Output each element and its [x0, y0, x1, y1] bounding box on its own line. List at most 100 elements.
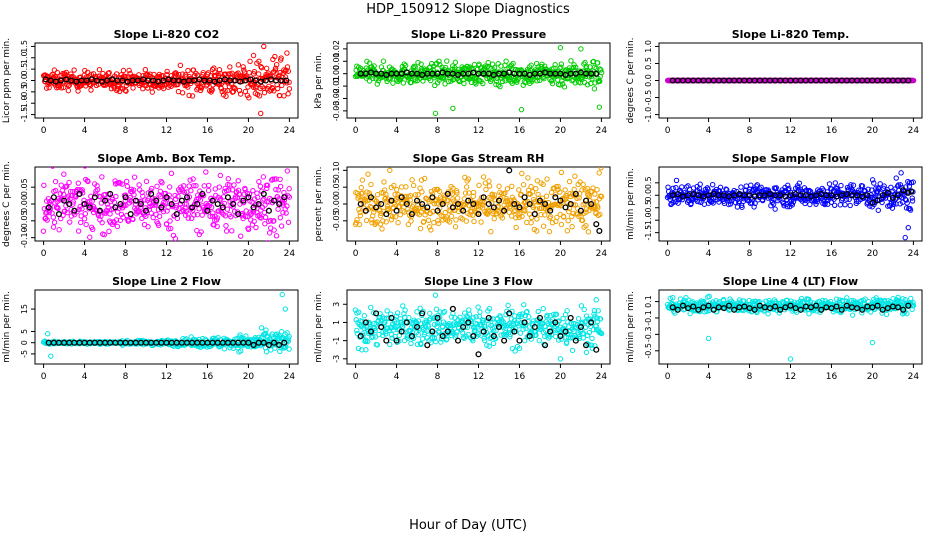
slope-point: [149, 185, 155, 192]
hourly-point: [403, 200, 410, 208]
x-tick-label: 20: [555, 249, 567, 259]
slope-point: [217, 172, 224, 179]
slope-point: [552, 191, 559, 197]
hourly-point: [367, 194, 375, 201]
y-tick-label: 0.5: [644, 176, 653, 189]
slope-point: [417, 305, 423, 312]
slope-point: [772, 206, 778, 212]
slope-point: [286, 86, 293, 92]
slope-point: [389, 213, 396, 220]
slope-point: [480, 174, 487, 180]
slope-point: [504, 186, 511, 192]
slope-point: [598, 193, 605, 200]
slope-point: [473, 81, 479, 87]
slope-point: [168, 225, 174, 232]
slope-point: [274, 85, 281, 92]
slope-point: [209, 87, 215, 93]
hourly-point: [281, 194, 288, 201]
slope-point: [491, 215, 497, 222]
slope-point: [427, 77, 434, 84]
hourly-point: [470, 200, 477, 208]
slope-point: [431, 186, 438, 193]
slope-point: [282, 68, 288, 74]
slope-point: [150, 214, 156, 221]
slope-point: [868, 187, 875, 193]
slope-point: [66, 82, 72, 89]
slope-point: [568, 67, 574, 74]
slope-point: [499, 78, 506, 85]
slope-point: [41, 182, 47, 189]
slope-point: [221, 346, 228, 352]
hourly-point: [398, 328, 405, 335]
hourly-point: [577, 323, 584, 331]
slope-point: [284, 50, 290, 56]
slope-point: [223, 93, 229, 99]
slope-point: [528, 62, 534, 68]
slope-point: [434, 200, 440, 206]
scatter-points: [40, 167, 293, 241]
slope-point: [538, 211, 544, 218]
slope-point: [582, 73, 589, 80]
slope-point: [99, 219, 105, 226]
y-tick-label: -0.05: [332, 210, 341, 231]
slope-point: [512, 325, 519, 332]
hourly-point: [283, 77, 290, 84]
slope-point: [546, 228, 553, 235]
y-tick-label: 1.0: [644, 40, 653, 53]
slope-point: [79, 190, 86, 196]
x-tick-label: 12: [473, 126, 484, 136]
hourly-point: [674, 190, 681, 198]
slope-point: [136, 182, 142, 188]
x-tick-label: 0: [353, 372, 359, 382]
slope-point: [580, 319, 586, 325]
hourly-point: [521, 194, 528, 201]
slope-point: [285, 219, 292, 225]
y-tick-label: -5: [20, 350, 29, 358]
slope-point: [428, 227, 434, 233]
slope-point: [408, 324, 414, 331]
slope-point: [572, 80, 578, 86]
slope-point: [186, 92, 192, 99]
slope-point: [271, 227, 277, 233]
hourly-point: [255, 200, 262, 208]
panel-title: Slope Amb. Box Temp.: [97, 152, 235, 165]
x-tick-label: 0: [665, 126, 671, 136]
slope-point: [186, 183, 192, 189]
hourly-point: [158, 204, 165, 211]
slope-point: [107, 211, 113, 217]
scatter-points: [352, 167, 605, 235]
slope-point: [440, 324, 446, 330]
slope-point: [263, 65, 270, 72]
slope-point: [407, 192, 414, 199]
hourly-point: [593, 346, 600, 353]
slope-point: [278, 223, 285, 229]
slope-point: [570, 64, 577, 71]
y-tick-label: 0.00: [332, 195, 341, 213]
slope-point: [116, 179, 122, 186]
slope-point: [395, 220, 401, 226]
hourly-point: [511, 200, 518, 208]
slope-point: [535, 191, 541, 198]
slope-point: [246, 191, 253, 197]
slope-point: [124, 183, 131, 189]
slope-point: [355, 309, 362, 315]
slope-point: [235, 70, 241, 76]
slope-point: [907, 207, 914, 213]
slope-point: [501, 68, 507, 74]
slope-point: [267, 217, 274, 224]
slope-point: [773, 185, 779, 191]
hourly-point: [506, 310, 513, 317]
slope-point: [507, 333, 513, 340]
hourly-point: [367, 328, 375, 335]
slope-point: [425, 323, 432, 329]
slope-point: [432, 82, 438, 89]
slope-point: [558, 61, 565, 67]
slope-point: [446, 219, 453, 225]
slope-point: [392, 214, 399, 220]
slope-point: [455, 69, 461, 75]
slope-point: [665, 184, 671, 190]
slope-point: [127, 197, 133, 203]
slope-point: [583, 206, 590, 212]
slope-point: [585, 229, 592, 235]
